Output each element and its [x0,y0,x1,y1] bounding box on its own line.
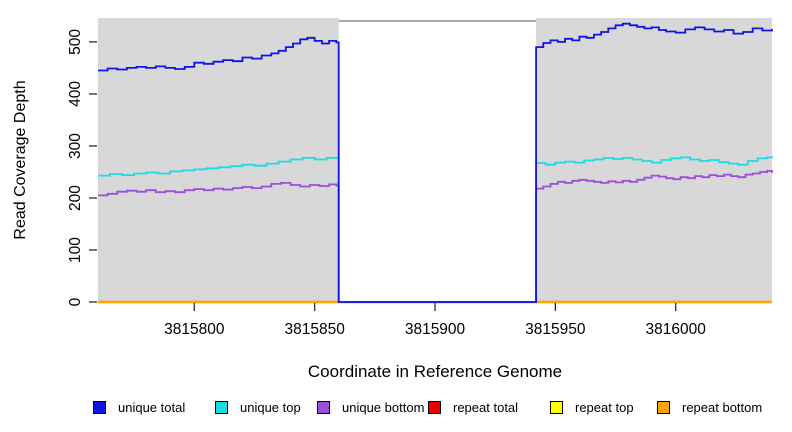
x-tick-label: 3815950 [525,321,586,338]
series-line-unique-bottom [98,170,773,303]
plot-layers: 3815800 3815850 3815900 3815950 3816000 0 100 2… [67,18,773,338]
y-axis-label: Read Coverage Depth [12,80,29,239]
series-line-unique-total [98,22,773,303]
y-tick-label: 500 [67,29,84,55]
x-tick-label: 3815800 [164,321,225,338]
y-tick-label: 100 [67,237,84,263]
x-axis-label: Coordinate in Reference Genome [308,362,562,381]
x-tick-label: 3815900 [405,321,466,338]
y-tick-label: 400 [67,81,84,107]
series-line-unique-top [98,156,773,303]
masked-region [338,18,537,302]
x-tick-label: 3815850 [284,321,345,338]
y-tick-label: 200 [67,185,84,211]
y-tick-label: 300 [67,133,84,159]
x-tick-label: 3816000 [646,321,707,338]
y-tick-label: 0 [67,297,84,306]
